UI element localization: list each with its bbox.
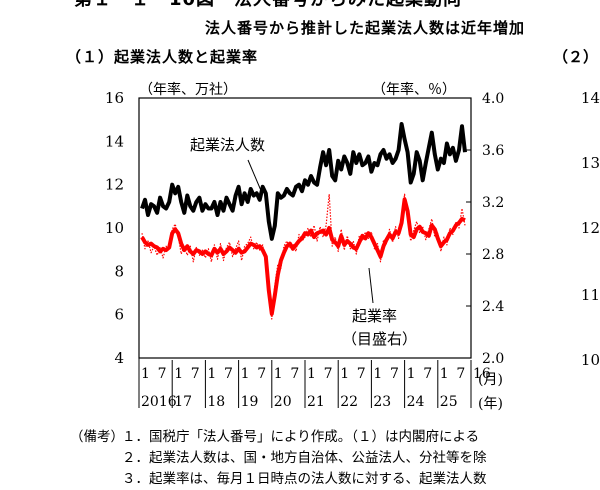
notes-label: （備考）	[70, 429, 124, 445]
left-axis-ticks: 4 6 8 10 12 14 16	[105, 89, 124, 367]
x-month-label: 1	[274, 366, 283, 382]
x-month-label: 7	[158, 366, 167, 382]
panel2-tick-label: 14	[581, 89, 600, 107]
x-month-label: 7	[390, 366, 399, 382]
panel2-heading: （２）	[553, 48, 599, 66]
panel2-tick-label: 13	[581, 154, 600, 172]
x-year-label: 25	[440, 394, 458, 410]
x-year-label: 18	[207, 394, 225, 410]
series-count-line	[140, 122, 467, 241]
figure-title: 第１－１－10図 法人番号からみた起業動向	[74, 0, 462, 9]
left-unit-label: （年率、万社）	[139, 81, 237, 98]
left-tick-label: 12	[105, 176, 124, 194]
x-month-label: 1	[340, 366, 349, 382]
panel1-heading: （１）起業法人数と起業率	[66, 48, 259, 66]
x-month-label: 7	[191, 366, 200, 382]
x-year-label: 23	[373, 394, 391, 410]
left-tick-label: 4	[114, 349, 124, 367]
note-row: （備考）１．国税庁「法人番号」により作成。（１）は内閣府による	[70, 427, 487, 448]
x-year-unit: (年)	[478, 396, 503, 412]
panel2-tick-label: 11	[581, 286, 600, 304]
x-month-label: 1	[407, 366, 416, 382]
note-item: ３．起業率は、毎月１日時点の法人数に対する、起業法人数	[122, 471, 487, 487]
left-tick-label: 8	[114, 262, 124, 280]
right-tick-label: 4.0	[482, 91, 504, 107]
right-tick-label: 3.6	[482, 143, 504, 159]
notes: （備考）１．国税庁「法人番号」により作成。（１）は内閣府による ２．起業法人数は…	[70, 427, 487, 490]
x-month-label: 7	[224, 366, 233, 382]
x-month-label: 7	[290, 366, 299, 382]
annotation-rate-leader	[368, 267, 374, 304]
x-month-label: 1	[141, 366, 150, 382]
note-item: １．国税庁「法人番号」により作成。（１）は内閣府による	[122, 429, 480, 445]
note-item: ２．起業法人数は、国・地方自治体、公益法人、分社等を除	[122, 450, 487, 466]
x-year-label: 19	[241, 394, 259, 410]
x-month-label: 1	[373, 366, 382, 382]
series-layer	[140, 122, 467, 320]
right-tick-label: 3.2	[482, 195, 504, 211]
right-axis-ticks: 2.0 2.4 2.8 3.2 3.6 4.0	[466, 91, 504, 367]
plot-frame	[138, 97, 472, 359]
x-month-label: 7	[324, 366, 333, 382]
series-rate-line	[140, 197, 466, 316]
panel2-axis-ticks: 14 13 12 11 10	[581, 89, 600, 369]
x-month-label: 1	[241, 366, 250, 382]
x-year-label: 22	[340, 394, 358, 410]
annotation-count-leader	[247, 159, 263, 194]
x-year-label: 24	[407, 394, 425, 410]
x-month-label: 7	[257, 366, 266, 382]
x-year-label: 20	[274, 394, 292, 410]
x-year-label: 2016	[141, 394, 177, 410]
annotation-count-label: 起業法人数	[190, 136, 265, 154]
x-month-label: 1	[174, 366, 183, 382]
annotation-rate-label: 起業率	[352, 307, 397, 325]
x-month-label: 1	[207, 366, 216, 382]
x-month-label: 7	[357, 366, 366, 382]
x-month-label: 16	[473, 366, 491, 382]
annotation-rate-axis-note: （目盛右）	[342, 330, 417, 348]
x-month-label: 7	[423, 366, 432, 382]
left-tick-label: 14	[105, 132, 124, 150]
x-month-label: 1	[307, 366, 316, 382]
panel2-tick-label: 12	[581, 219, 600, 237]
note-row: ２．起業法人数は、国・地方自治体、公益法人、分社等を除	[70, 448, 487, 469]
left-tick-label: 10	[105, 219, 124, 237]
x-year-label: 21	[307, 394, 325, 410]
left-tick-label: 6	[114, 306, 124, 324]
right-tick-label: 2.8	[482, 247, 504, 263]
note-row: ３．起業率は、毎月１日時点の法人数に対する、起業法人数	[70, 469, 487, 490]
right-tick-label: 2.4	[482, 299, 504, 315]
panel2-tick-label: 10	[581, 351, 600, 369]
figure-subtitle: 法人番号から推計した起業法人数は近年増加	[205, 19, 526, 37]
right-tick-label: 2.0	[482, 351, 504, 367]
x-month-label: 7	[456, 366, 465, 382]
series-rate-monthly-line	[141, 193, 466, 320]
left-tick-label: 16	[105, 89, 124, 107]
x-month-unit: (月)	[478, 372, 503, 388]
right-unit-label: （年率、％）	[372, 81, 456, 98]
x-year-label: 17	[174, 394, 192, 410]
x-month-label: 1	[440, 366, 449, 382]
